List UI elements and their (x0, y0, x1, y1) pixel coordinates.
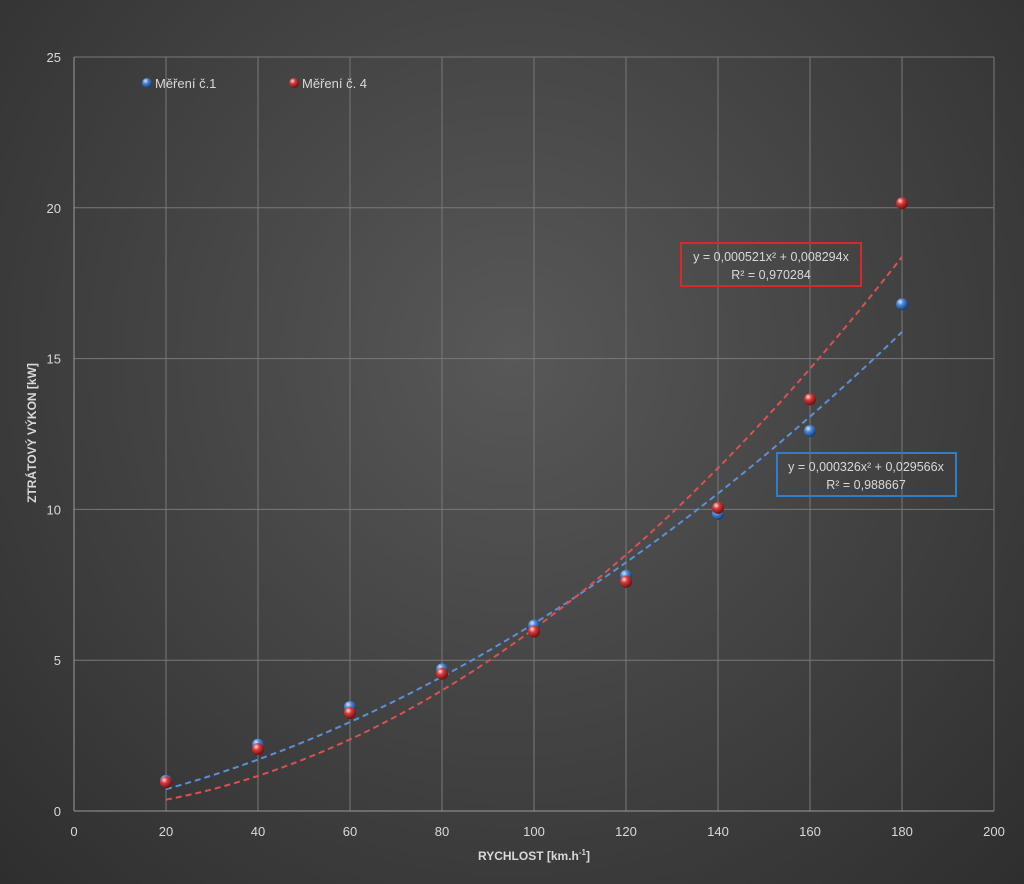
y-tick-label: 0 (54, 804, 61, 819)
y-tick-labels: 0 5 10 15 20 25 (47, 50, 61, 819)
legend-marker-series-1 (142, 78, 152, 88)
axes (73, 57, 994, 812)
data-point-series-2 (252, 743, 264, 756)
x-axis-title: RYCHLOST [km.h-1] (478, 848, 590, 863)
data-point-series-2 (160, 776, 172, 789)
y-tick-label: 25 (47, 50, 61, 65)
equation-box-series-2 (680, 242, 862, 287)
trendline-series-2 (165, 256, 903, 801)
data-points (160, 197, 908, 789)
y-tick-label: 20 (47, 201, 61, 216)
data-point-series-2 (436, 667, 448, 680)
data-point-series-1 (804, 424, 816, 437)
equation-series-1: y = 0,000326x² + 0,029566x (788, 460, 944, 474)
x-tick-label: 0 (70, 824, 77, 839)
data-point-series-2 (528, 625, 540, 638)
legend-marker-series-2 (289, 78, 299, 88)
y-tick-label: 5 (54, 653, 61, 668)
data-point-series-2 (620, 575, 632, 588)
data-point-series-2 (344, 706, 356, 719)
y-tick-label: 10 (47, 502, 61, 517)
data-point-series-2 (712, 501, 724, 514)
x-tick-label: 80 (435, 824, 449, 839)
data-point-series-2 (896, 197, 908, 210)
r-squared-series-1: R² = 0,988667 (826, 478, 906, 492)
x-tick-label: 20 (159, 824, 173, 839)
legend-label-series-2: Měření č. 4 (302, 76, 367, 91)
x-tick-label: 200 (983, 824, 1005, 839)
legend-label-series-1: Měření č.1 (155, 76, 216, 91)
x-tick-label: 180 (891, 824, 913, 839)
x-tick-label: 100 (523, 824, 545, 839)
trendline-label-series-2: y = 0,000521x² + 0,008294x R² = 0,970284 (680, 242, 862, 287)
x-tick-label: 40 (251, 824, 265, 839)
r-squared-series-2: R² = 0,970284 (731, 268, 811, 282)
y-axis-title: ZTRÁTOVÝ VÝKON [kW] (24, 363, 39, 503)
x-tick-label: 140 (707, 824, 729, 839)
x-tick-labels: 0 20 40 60 80 100 120 140 160 180 200 (70, 824, 1004, 839)
trendline-label-series-1: y = 0,000326x² + 0,029566x R² = 0,988667 (776, 452, 957, 497)
x-tick-label: 60 (343, 824, 357, 839)
legend: Měření č.1 Měření č. 4 (142, 76, 367, 91)
data-point-series-1 (896, 298, 908, 311)
grid-lines (74, 56, 995, 811)
equation-series-2: y = 0,000521x² + 0,008294x (693, 250, 849, 264)
equation-box-series-1 (776, 452, 957, 497)
x-tick-label: 120 (615, 824, 637, 839)
y-tick-label: 15 (47, 352, 61, 367)
data-point-series-2 (804, 393, 816, 406)
x-tick-label: 160 (799, 824, 821, 839)
